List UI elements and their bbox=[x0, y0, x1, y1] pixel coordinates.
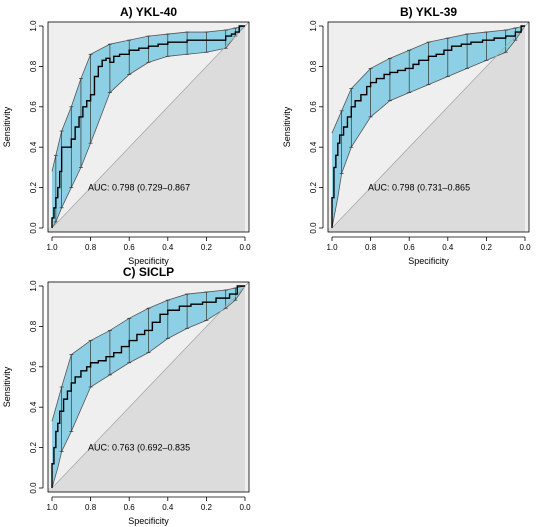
y-tick-label: 0.8 bbox=[309, 60, 318, 72]
y-axis-label: Sensitivity bbox=[282, 106, 292, 147]
y-tick-label: 0.6 bbox=[29, 101, 38, 113]
x-axis-label: Specificity bbox=[128, 256, 169, 266]
y-axis-label: Sensitivity bbox=[2, 366, 12, 407]
ci-band bbox=[52, 26, 245, 228]
x-tick-label: 0.8 bbox=[85, 243, 97, 252]
y-tick-label: 0.6 bbox=[309, 101, 318, 113]
x-tick-label: 0.2 bbox=[481, 243, 493, 252]
x-tick-label: 0.6 bbox=[124, 243, 136, 252]
plot-frame bbox=[327, 21, 530, 233]
roc-curve bbox=[51, 285, 245, 488]
y-axis-label: Sensitivity bbox=[2, 106, 12, 147]
y-tick-label: 1.0 bbox=[309, 20, 318, 32]
ci-band bbox=[52, 286, 245, 488]
x-axis-label: Specificity bbox=[128, 516, 169, 526]
auc-annotation: AUC: 0.763 (0.692–0.835 bbox=[88, 443, 190, 453]
x-tick-label: 0.2 bbox=[201, 503, 213, 512]
y-tick-label: 0.4 bbox=[309, 141, 318, 153]
panel-title: A) YKL-40 bbox=[120, 5, 177, 19]
chance-diagonal bbox=[51, 21, 250, 229]
roc-panel: 1.0 0.8 0.6 0.4 0.2 0.0 0.0 0.2 0.4 0.6 0.8 1.0 C) S… bbox=[2, 265, 251, 526]
y-tick-label: 0.2 bbox=[29, 441, 38, 453]
auc-annotation: AUC: 0.798 (0.731–0.865 bbox=[368, 183, 470, 193]
below-diagonal-region bbox=[48, 286, 245, 492]
chance-diagonal bbox=[51, 281, 250, 489]
x-tick-label: 0.4 bbox=[442, 243, 454, 252]
y-tick-label: 0.6 bbox=[29, 361, 38, 373]
roc-curve bbox=[331, 25, 525, 228]
x-tick-label: 0.8 bbox=[365, 243, 377, 252]
x-tick-label: 1.0 bbox=[326, 243, 338, 252]
x-tick-label: 0.6 bbox=[124, 503, 136, 512]
roc-curve bbox=[51, 25, 245, 228]
y-tick-label: 0.0 bbox=[309, 222, 318, 234]
panel-title: B) YKL-39 bbox=[400, 5, 457, 19]
x-tick-label: 1.0 bbox=[46, 243, 58, 252]
y-tick-label: 0.8 bbox=[29, 320, 38, 332]
auc-annotation: AUC: 0.798 (0.729–0.867 bbox=[88, 183, 190, 193]
below-diagonal-region bbox=[48, 26, 245, 232]
x-tick-label: 0.6 bbox=[404, 243, 416, 252]
y-tick-label: 0.0 bbox=[29, 482, 38, 494]
x-tick-label: 0.4 bbox=[162, 243, 174, 252]
plot-frame bbox=[47, 281, 250, 493]
x-tick-label: 0.0 bbox=[519, 243, 531, 252]
y-tick-label: 0.4 bbox=[29, 401, 38, 413]
y-tick-label: 1.0 bbox=[29, 20, 38, 32]
y-tick-label: 0.2 bbox=[29, 181, 38, 193]
x-tick-label: 1.0 bbox=[46, 503, 58, 512]
roc-panel: 1.0 0.8 0.6 0.4 0.2 0.0 0.0 0.2 0.4 0.6 0.8 1.0 A) Y… bbox=[2, 5, 251, 266]
ci-band bbox=[332, 26, 525, 228]
y-tick-label: 0.4 bbox=[29, 141, 38, 153]
y-tick-label: 0.2 bbox=[309, 181, 318, 193]
x-tick-label: 0.0 bbox=[239, 243, 251, 252]
roc-panel: 1.0 0.8 0.6 0.4 0.2 0.0 0.0 0.2 0.4 0.6 0.8 1.0 B) Y… bbox=[282, 5, 531, 266]
plot-frame bbox=[47, 21, 250, 233]
x-tick-label: 0.8 bbox=[85, 503, 97, 512]
panel-title: C) SICLP bbox=[123, 265, 174, 279]
x-tick-label: 0.4 bbox=[162, 503, 174, 512]
y-tick-label: 0.8 bbox=[29, 60, 38, 72]
below-diagonal-region bbox=[328, 26, 525, 232]
x-tick-label: 0.0 bbox=[239, 503, 251, 512]
y-tick-label: 0.0 bbox=[29, 222, 38, 234]
chance-diagonal bbox=[331, 21, 530, 229]
ci-lower-edge bbox=[331, 25, 526, 229]
x-axis-label: Specificity bbox=[408, 256, 449, 266]
y-tick-label: 1.0 bbox=[29, 280, 38, 292]
x-tick-label: 0.2 bbox=[201, 243, 213, 252]
